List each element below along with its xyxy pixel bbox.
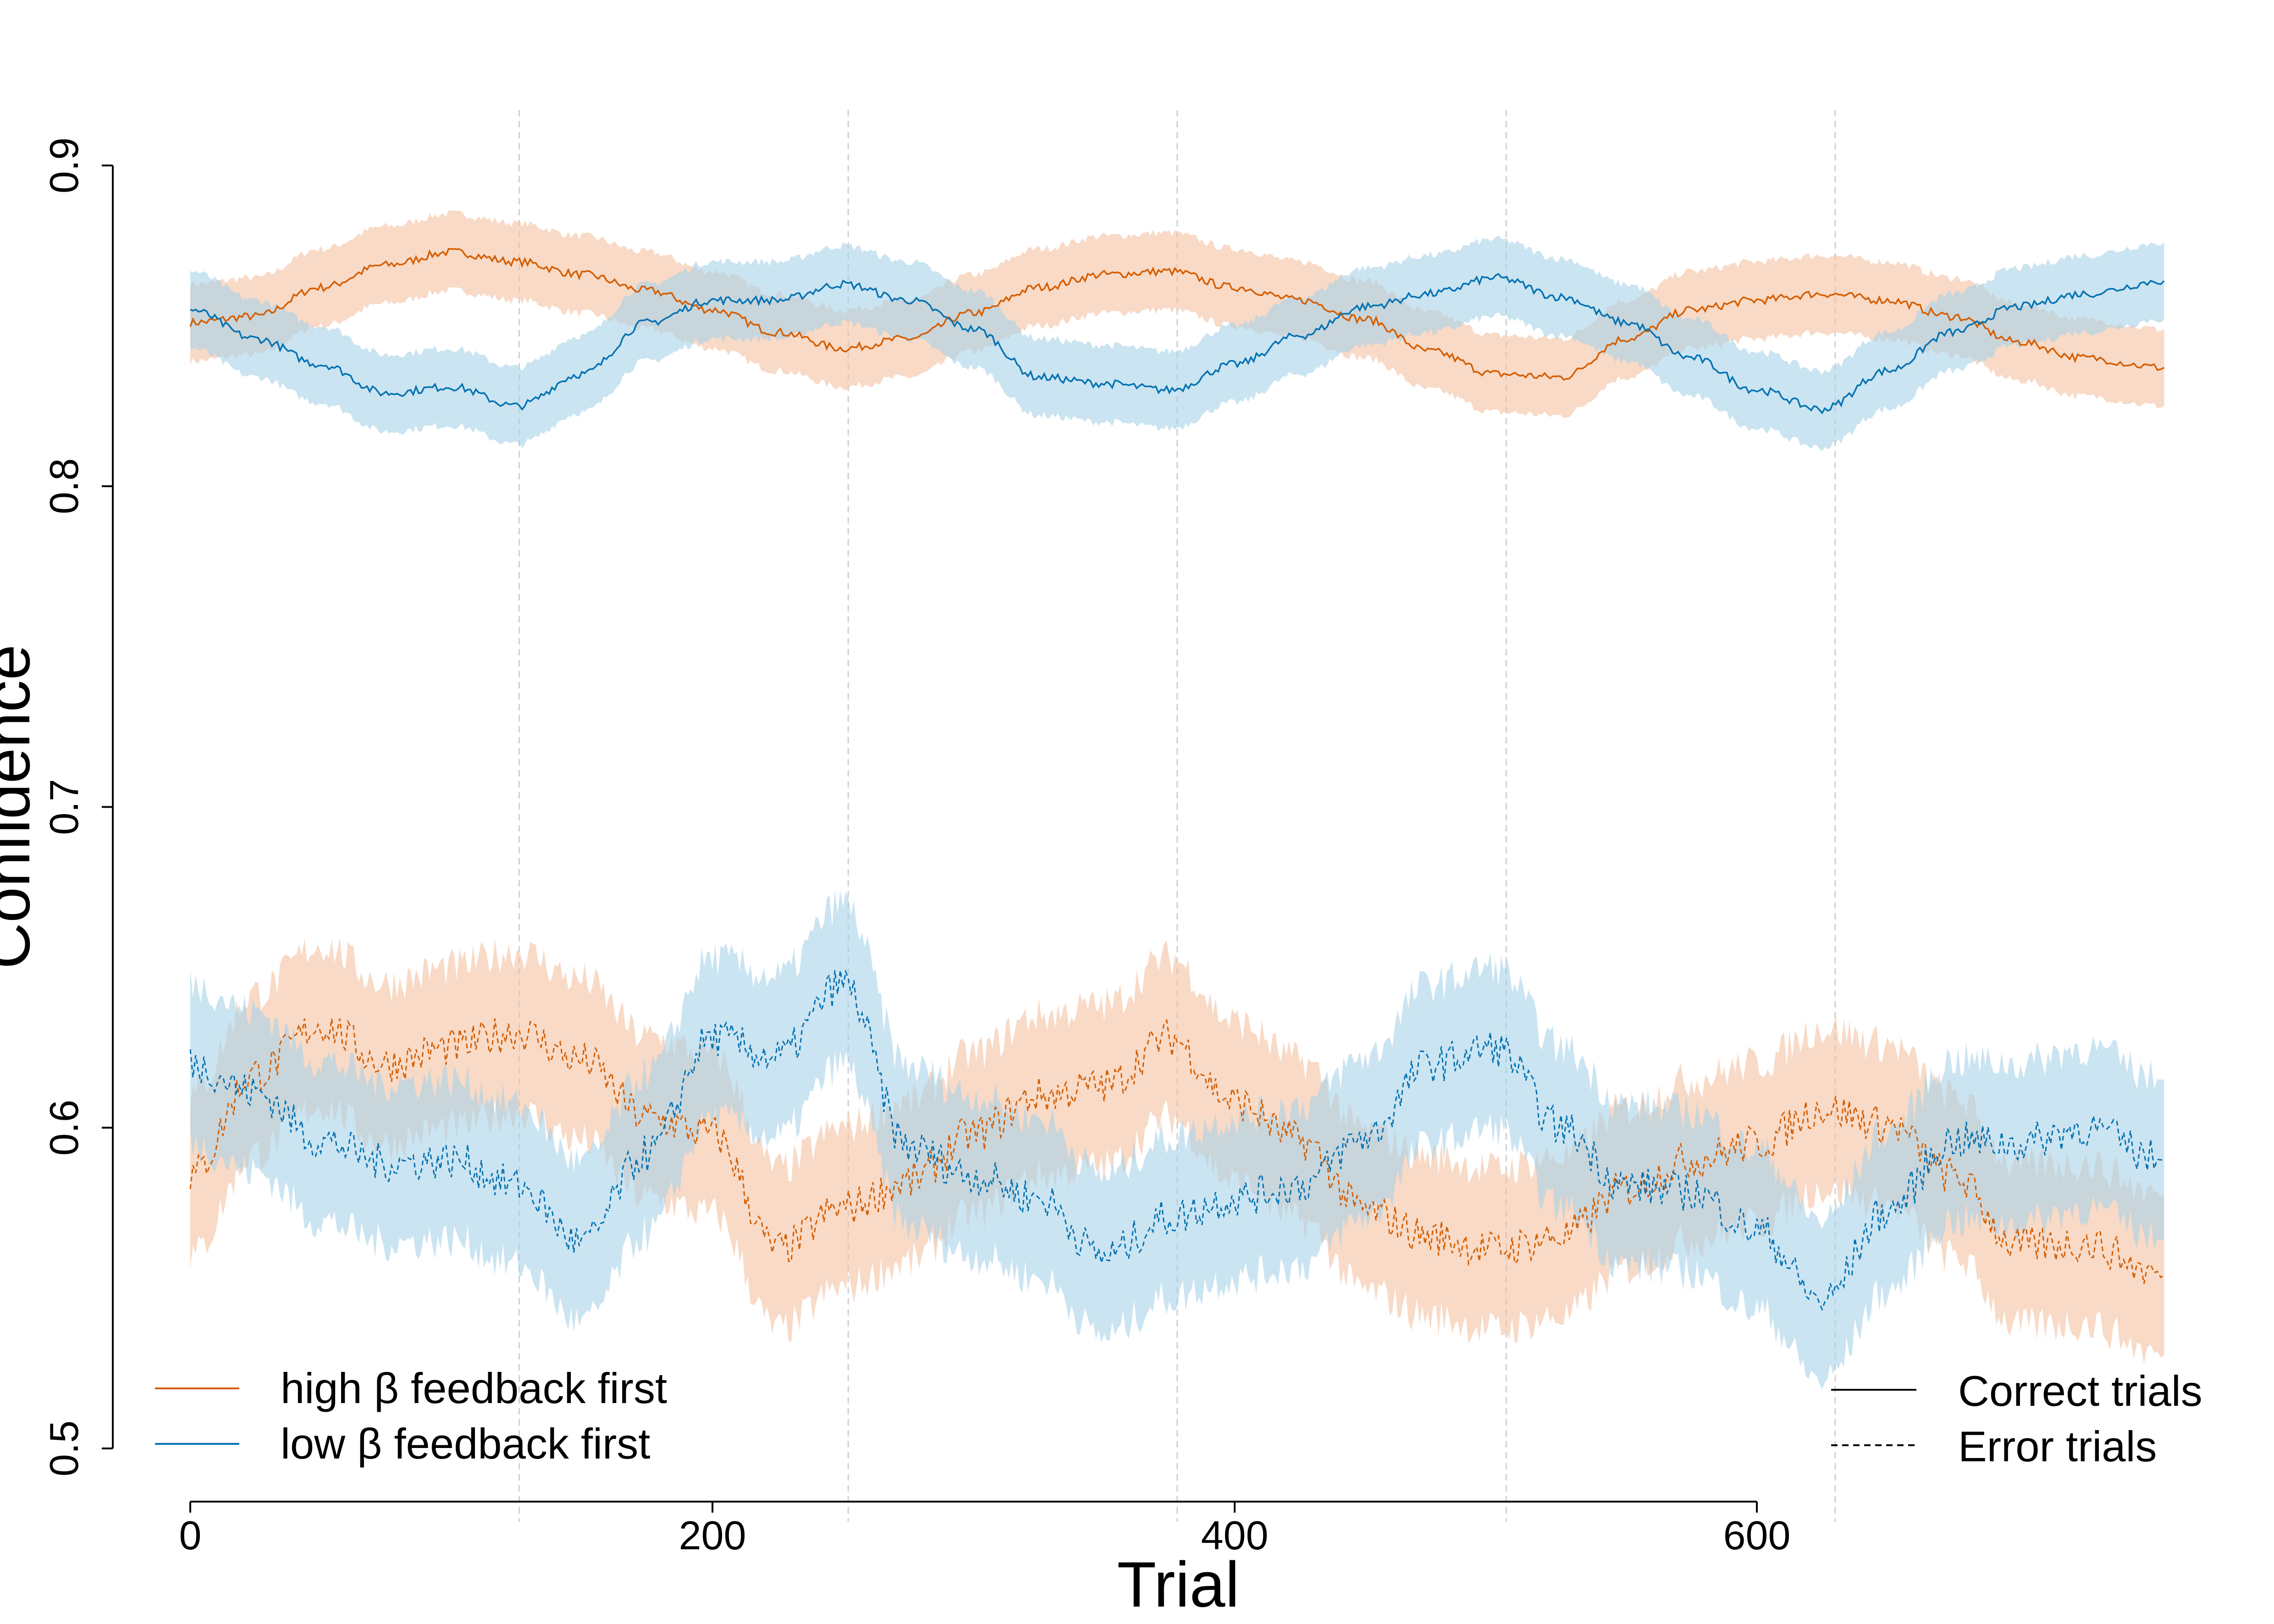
x-tick-label: 400	[1201, 1513, 1269, 1558]
x-axis-title: Trial	[1117, 1548, 1239, 1620]
x-axis: 0 200 400 600	[179, 1501, 1791, 1558]
x-tick-label: 200	[679, 1513, 746, 1558]
confidence-band	[190, 890, 2164, 1390]
y-axis-title: Confidence	[0, 644, 43, 969]
x-ticks: 0 200 400 600	[179, 1502, 1791, 1558]
legend-correct-label: Correct trials	[1958, 1367, 2202, 1415]
y-axis: 0.5 0.6 0.7 0.8 0.9	[41, 138, 114, 1476]
series-line	[189, 969, 2164, 1311]
y-ticks: 0.5 0.6 0.7 0.8 0.9	[41, 138, 113, 1476]
legend-trial-type: Correct trials Error trials	[1831, 1367, 2202, 1470]
x-tick-label: 600	[1723, 1513, 1791, 1558]
series-lines	[189, 248, 2165, 1311]
confidence-bands	[190, 210, 2164, 1390]
confidence-band	[190, 235, 2164, 451]
legend-low-label: low β feedback first	[281, 1420, 650, 1468]
y-tick-label: 0.6	[41, 1100, 87, 1156]
legend-high-label: high β feedback first	[281, 1364, 667, 1412]
series-line	[190, 273, 2165, 414]
y-tick-label: 0.5	[41, 1420, 87, 1476]
confidence-band	[190, 210, 2164, 418]
y-tick-label: 0.9	[41, 138, 87, 193]
x-tick-label: 0	[179, 1513, 202, 1558]
legend-treatment: high β feedback first low β feedback fir…	[155, 1364, 667, 1468]
y-tick-label: 0.7	[41, 779, 87, 835]
legend-groups: high β feedback first low β feedback fir…	[155, 1364, 2202, 1470]
series-line	[189, 1018, 2165, 1284]
series-line	[189, 248, 2165, 381]
legend-error-label: Error trials	[1958, 1422, 2157, 1470]
y-tick-label: 0.8	[41, 458, 87, 514]
